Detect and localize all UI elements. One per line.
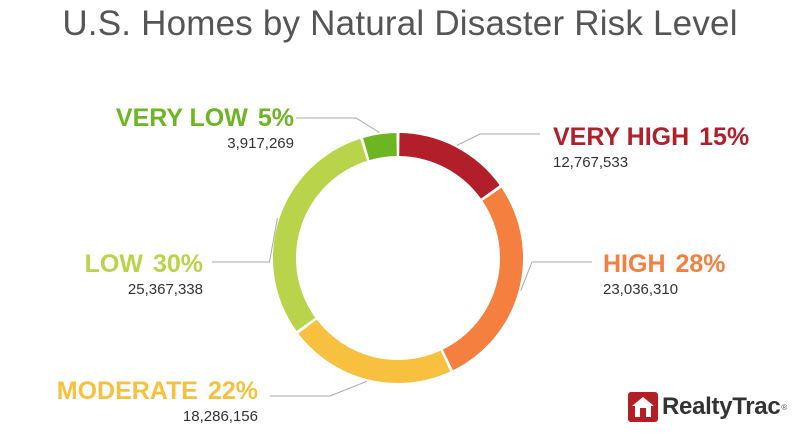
slice-very-low: [363, 133, 397, 161]
house-logo-icon: [628, 392, 658, 422]
slice-high: [442, 187, 523, 371]
brand-registered-mark: ®: [781, 402, 788, 412]
label-very-low-head: VERY LOW 5%: [116, 103, 294, 133]
slice-label-low: LOW: [84, 250, 143, 278]
leader-line-very-low: [296, 117, 380, 133]
label-high-head: HIGH 28%: [603, 249, 726, 279]
slice-label-moderate: MODERATE: [56, 377, 198, 405]
slice-percent-moderate: 22%: [207, 377, 258, 405]
slice-count-very-low: 3,917,269: [227, 135, 294, 152]
slice-low: [272, 138, 368, 332]
slice-count-moderate: 18,286,156: [182, 408, 258, 425]
label-very-low: VERY LOW 5% 3,917,269: [116, 103, 294, 153]
slice-label-high: HIGH: [603, 250, 666, 278]
label-high: HIGH 28% 23,036,310: [603, 249, 726, 299]
slice-label-very-high: VERY HIGH: [553, 123, 690, 151]
slice-percent-low: 30%: [152, 250, 203, 278]
slice-count-very-high: 12,767,533: [553, 154, 629, 171]
label-very-high: VERY HIGH 15% 12,767,533: [553, 122, 749, 172]
slice-percent-very-low: 5%: [257, 104, 294, 132]
slice-count-low: 25,367,338: [127, 281, 203, 298]
label-very-high-head: VERY HIGH 15%: [553, 122, 749, 152]
brand-name: RealtyTrac: [662, 393, 781, 420]
slice-very-high: [399, 133, 500, 199]
label-low: LOW 30% 25,367,338: [85, 249, 203, 299]
slice-count-high: 23,036,310: [603, 281, 679, 298]
chart-title: U.S. Homes by Natural Disaster Risk Leve…: [62, 4, 738, 43]
leader-line-high: [520, 261, 592, 291]
realtytrac-logo: RealtyTrac ®: [628, 390, 787, 424]
slice-label-very-low: VERY LOW: [115, 104, 248, 132]
leader-line-very-high: [456, 133, 540, 146]
slice-percent-very-high: 15%: [699, 123, 750, 151]
slice-moderate: [298, 319, 451, 384]
label-moderate: MODERATE 22% 18,286,156: [57, 376, 258, 426]
leader-line-moderate: [270, 380, 368, 397]
label-low-head: LOW 30%: [85, 249, 203, 279]
label-moderate-head: MODERATE 22%: [57, 376, 258, 406]
leader-line-low: [212, 217, 278, 263]
slice-percent-high: 28%: [675, 250, 726, 278]
